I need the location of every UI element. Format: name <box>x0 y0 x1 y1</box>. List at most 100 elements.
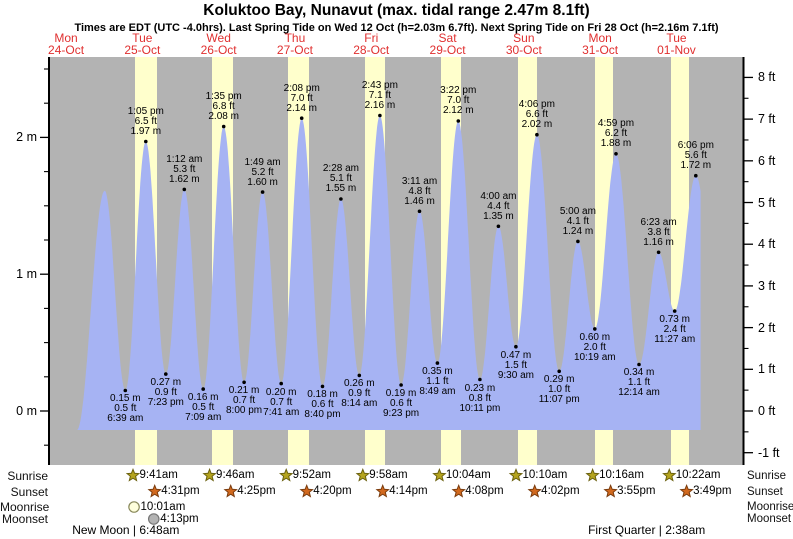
tide-label-line: 0.20 m <box>265 386 297 398</box>
tide-extremum-dot <box>456 119 461 123</box>
sunrise-icon <box>432 467 447 482</box>
tide-label-line: 6.8 ft <box>212 100 235 112</box>
day-label: Fri 28-Oct <box>337 31 405 56</box>
day-label: Thu 27-Oct <box>261 32 329 56</box>
day-label: Sun 30-Oct <box>490 32 558 56</box>
day-label: Tue 01-Nov <box>642 32 710 57</box>
tide-label-line: 5.6 ft <box>684 150 707 162</box>
tide-extremum-dot <box>614 152 618 156</box>
sunset-icon <box>679 483 694 498</box>
tide-label-line: 8:00 pm <box>226 405 263 417</box>
tide-extremum-dot <box>279 381 284 386</box>
tide-label-line: 3:22 pm <box>440 85 477 97</box>
tide-label-line: 0.35 m <box>422 366 453 378</box>
moon-phase-label: New Moon | 6:48am <box>72 523 180 537</box>
moonrise-icon <box>128 501 140 513</box>
sunset-time: 4:20pm <box>313 485 352 497</box>
chart-subtitle: Times are EDT (UTC -4.0hrs). Last Spring… <box>74 22 719 34</box>
day-date: 01-Nov <box>657 42 696 57</box>
low-tide-label: 0.26 m 0.9 ft 8:14 am <box>325 379 393 409</box>
tide-label-line: 1:35 pm <box>205 90 242 102</box>
tide-label-line: 0.5 ft <box>192 402 215 414</box>
moonset-row-label-right: Moonset <box>747 513 792 525</box>
tide-label-line: 2.4 ft <box>663 324 686 336</box>
tide-label-line: 5:00 am <box>559 205 596 217</box>
tide-extremum-dot <box>637 362 641 367</box>
tide-label-line: 2:28 am <box>322 163 359 175</box>
day-labels-row: Mon 24-Oct Tue 25-Oct Wed 26-Oct Thu 27-Oct Fri 2… <box>0 31 793 57</box>
tide-label-line: 0.23 m <box>464 382 496 394</box>
right-axis-tick-label: 8 ft <box>758 70 776 85</box>
tide-extremum-dot <box>201 387 205 391</box>
tide-label-line: 0.15 m <box>110 393 141 405</box>
tide-label-line: 7.0 ft <box>290 92 313 104</box>
right-axis-tick-label: -1 ft <box>758 445 780 460</box>
high-tide-label: 1:35 pm 6.8 ft 2.08 m <box>190 90 258 122</box>
sunrise-time: 9:58am <box>369 469 408 481</box>
low-tide-label: 0.23 m 0.8 ft 10:11 pm <box>446 382 514 414</box>
sunset-time: 4:25pm <box>237 485 276 497</box>
high-tide-label: 6:06 pm 5.6 ft 1.72 m <box>662 141 730 171</box>
tide-curve-area <box>76 115 701 430</box>
tide-label-line: 0.47 m <box>500 349 532 361</box>
sunrise-time: 10:16am <box>599 469 644 481</box>
tide-extremum-dot <box>144 139 148 144</box>
tide-label-line: 0.27 m <box>150 377 182 389</box>
tide-label-line: 5.3 ft <box>173 163 196 175</box>
tide-label-line: 3:11 am <box>401 175 438 187</box>
sunrise-row-label-left: Sunrise <box>7 469 48 483</box>
tide-extremum-dot <box>496 224 501 229</box>
moonset-time: 4:13pm <box>160 512 199 525</box>
tide-extremum-dot <box>320 384 325 389</box>
sunset-time: 3:55pm <box>617 485 656 497</box>
left-axis-tick-label: 1 m <box>16 267 37 282</box>
sunrise-icon <box>202 467 217 482</box>
low-tide-label: 0.29 m 1.0 ft 11:07 pm <box>525 375 593 405</box>
tide-label-line: 0.21 m <box>228 385 260 397</box>
right-axis-tick-label: 2 ft <box>758 320 776 335</box>
low-tide-label: 0.35 m 1.1 ft 8:49 am <box>403 367 471 397</box>
high-tide-label: 6:23 am 3.8 ft 1.16 m <box>625 216 693 248</box>
moonset-row-label-left: Moonset <box>1 512 48 526</box>
tide-label-line: 1.46 m <box>404 195 435 207</box>
low-tide-label: 0.34 m 1.1 ft 12:14 am <box>605 368 673 398</box>
tide-label-line: 0.18 m <box>307 389 338 401</box>
tide-label-line: 1.60 m <box>247 176 278 188</box>
sunset-icon <box>223 483 238 498</box>
moonrise-row-label-right: Moonrise <box>747 501 793 513</box>
tide-label-line: 6:06 pm <box>677 140 714 152</box>
high-tide-label: 1:12 am 5.3 ft 1.62 m <box>150 154 218 185</box>
tide-label-line: 2.16 m <box>364 100 396 111</box>
day-label: Sat 29-Oct <box>414 32 482 56</box>
tide-label-line: 1.1 ft <box>627 377 651 389</box>
tide-label-line: 8:49 am <box>419 386 456 398</box>
tide-label-line: 10:19 am <box>573 351 616 363</box>
day-label: Mon 24-Oct <box>32 32 100 56</box>
tide-label-line: 2.02 m <box>521 119 553 131</box>
tide-label-line: 6.5 ft <box>134 116 157 127</box>
sunrise-time: 10:10am <box>522 469 568 481</box>
high-tide-label: 3:22 pm 7.0 ft 2.12 m <box>424 86 492 116</box>
day-name: Fri <box>364 31 379 45</box>
low-tide-label: 0.27 m 0.9 ft 7:23 pm <box>132 378 200 408</box>
high-tide-label: 2:28 am 5.1 ft 1.55 m <box>307 164 375 194</box>
tide-label-line: 4.1 ft <box>566 215 590 227</box>
tide-label-line: 2:08 pm <box>283 82 320 94</box>
tide-extremum-dot <box>299 116 304 120</box>
day-label: Mon 31-Oct <box>566 32 634 56</box>
tide-label-line: 2.08 m <box>208 110 239 122</box>
sunset-icon <box>527 483 542 498</box>
sunset-icon <box>299 483 314 498</box>
tide-extremum-dot <box>357 373 362 378</box>
sunrise-time: 9:46am <box>216 469 255 481</box>
tide-label-line: 1.24 m <box>562 225 594 237</box>
tide-extremum-dot <box>378 113 382 118</box>
tide-label-line: 1.97 m <box>130 126 162 137</box>
sunset-time: 4:08pm <box>465 485 504 497</box>
tide-label-line: 6:23 am <box>640 216 677 228</box>
tide-label-line: 1.0 ft <box>548 384 571 396</box>
tide-label-line: 0.9 ft <box>154 387 177 399</box>
tide-extremum-dot <box>557 369 561 374</box>
left-axis-tick-label: 2 m <box>16 130 37 145</box>
